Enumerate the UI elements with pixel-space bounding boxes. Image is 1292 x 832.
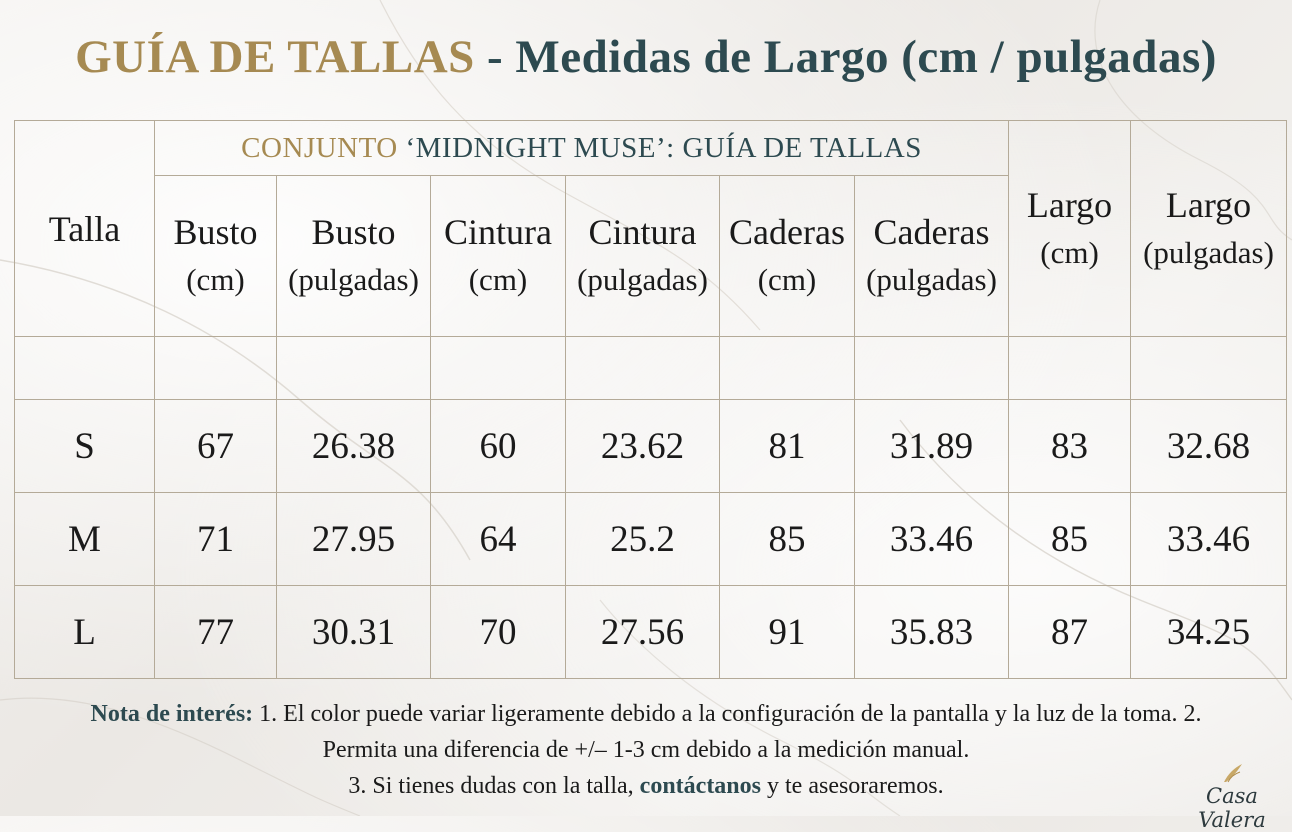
column-header-label: Cintura	[444, 212, 552, 252]
value-cell: 31.89	[853, 399, 1010, 493]
value-cell: 87	[1008, 585, 1132, 679]
value-cell: 25.2	[565, 492, 720, 586]
empty-cell	[276, 336, 431, 400]
column-header-largo-cm: Largo (cm)	[1008, 120, 1132, 337]
value-cell: 34.25	[1130, 585, 1288, 679]
brand-logo: Casa Valera	[1176, 760, 1288, 832]
empty-cell	[853, 336, 1010, 400]
value-cell: 91	[719, 585, 855, 679]
size-cell: M	[14, 492, 155, 586]
column-header-busto-in: Busto (pulgadas)	[276, 175, 431, 337]
column-header-label: Busto	[173, 212, 258, 252]
value-cell: 27.95	[276, 492, 431, 586]
column-header-unit: (cm)	[757, 262, 817, 297]
column-header-unit: (pulgadas)	[866, 262, 997, 297]
group-header-prefix: CONJUNTO	[241, 131, 406, 164]
size-chart-table: Talla CONJUNTO ‘MIDNIGHT MUSE’: GUÍA DE …	[14, 120, 1288, 679]
size-cell: S	[14, 399, 155, 493]
value-cell: 81	[719, 399, 855, 493]
column-header-cintura-in: Cintura (pulgadas)	[565, 175, 720, 337]
table-row: L 77 30.31 70 27.56 91 35.83 87 34.25	[14, 585, 1288, 679]
column-header-unit: (pulgadas)	[288, 262, 419, 297]
group-header-set-name: ‘MIDNIGHT MUSE’	[405, 131, 667, 164]
value-cell: 77	[154, 585, 277, 679]
value-cell: 85	[719, 492, 855, 586]
title-rest: - Medidas de Largo (cm / pulgadas)	[474, 31, 1217, 83]
table-row: M 71 27.95 64 25.2 85 33.46 85 33.46	[14, 492, 1288, 586]
set-group-header: CONJUNTO ‘MIDNIGHT MUSE’: GUÍA DE TALLAS	[153, 120, 1010, 176]
column-header-label: Caderas	[873, 212, 990, 252]
empty-cell	[430, 336, 566, 400]
value-cell: 85	[1008, 492, 1132, 586]
empty-row	[14, 336, 1288, 400]
leaf-icon	[1224, 764, 1242, 783]
size-column-header: Talla	[14, 120, 155, 337]
column-header-busto-cm: Busto (cm)	[154, 175, 277, 337]
column-header-unit: (cm)	[186, 262, 245, 297]
value-cell: 26.38	[276, 399, 431, 493]
table-row: S 67 26.38 60 23.62 81 31.89 83 32.68	[14, 399, 1288, 493]
empty-cell	[719, 336, 855, 400]
column-header-caderas-in: Caderas (pulgadas)	[853, 175, 1010, 337]
value-cell: 33.46	[853, 492, 1010, 586]
value-cell: 27.56	[565, 585, 720, 679]
value-cell: 35.83	[853, 585, 1010, 679]
value-cell: 33.46	[1130, 492, 1288, 586]
logo-text: Casa Valera	[1198, 784, 1266, 832]
value-cell: 71	[154, 492, 277, 586]
column-header-unit: (pulgadas)	[577, 262, 708, 297]
empty-cell	[565, 336, 720, 400]
note-lead: Nota de interés:	[90, 701, 254, 727]
value-cell: 60	[430, 399, 566, 493]
column-header-caderas-cm: Caderas (cm)	[719, 175, 855, 337]
note-line2-prefix: 3. Si tienes dudas con la talla,	[348, 773, 640, 799]
empty-cell	[154, 336, 277, 400]
value-cell: 30.31	[276, 585, 431, 679]
column-header-label: Caderas	[729, 212, 845, 252]
value-cell: 67	[154, 399, 277, 493]
column-header-label: Largo	[1165, 184, 1252, 225]
note-line2-suffix: y te asesoraremos.	[761, 773, 944, 799]
page-title: GUÍA DE TALLAS - Medidas de Largo (cm / …	[0, 30, 1292, 84]
title-highlight: GUÍA DE TALLAS	[75, 31, 475, 83]
empty-cell	[14, 336, 155, 400]
empty-cell	[1008, 336, 1132, 400]
value-cell: 70	[430, 585, 566, 679]
size-cell: L	[14, 585, 155, 679]
contact-link[interactable]: contáctanos	[639, 773, 761, 799]
value-cell: 83	[1008, 399, 1132, 493]
column-header-unit: (cm)	[468, 262, 528, 297]
group-header-suffix: : GUÍA DE TALLAS	[666, 131, 922, 164]
value-cell: 23.62	[565, 399, 720, 493]
column-header-unit: (pulgadas)	[1143, 234, 1274, 270]
column-header-largo-in: Largo (pulgadas)	[1130, 120, 1288, 337]
empty-cell	[1130, 336, 1288, 400]
value-cell: 32.68	[1130, 399, 1288, 493]
column-header-cintura-cm: Cintura (cm)	[430, 175, 566, 337]
note-line1: 1. El color puede variar ligeramente deb…	[253, 701, 1202, 763]
value-cell: 64	[430, 492, 566, 586]
column-header-label: Cintura	[588, 212, 697, 252]
note-of-interest: Nota de interés: 1. El color puede varia…	[60, 696, 1232, 804]
column-header-label: Busto	[311, 212, 396, 252]
column-header-label: Largo	[1026, 184, 1113, 225]
column-header-unit: (cm)	[1040, 234, 1099, 270]
